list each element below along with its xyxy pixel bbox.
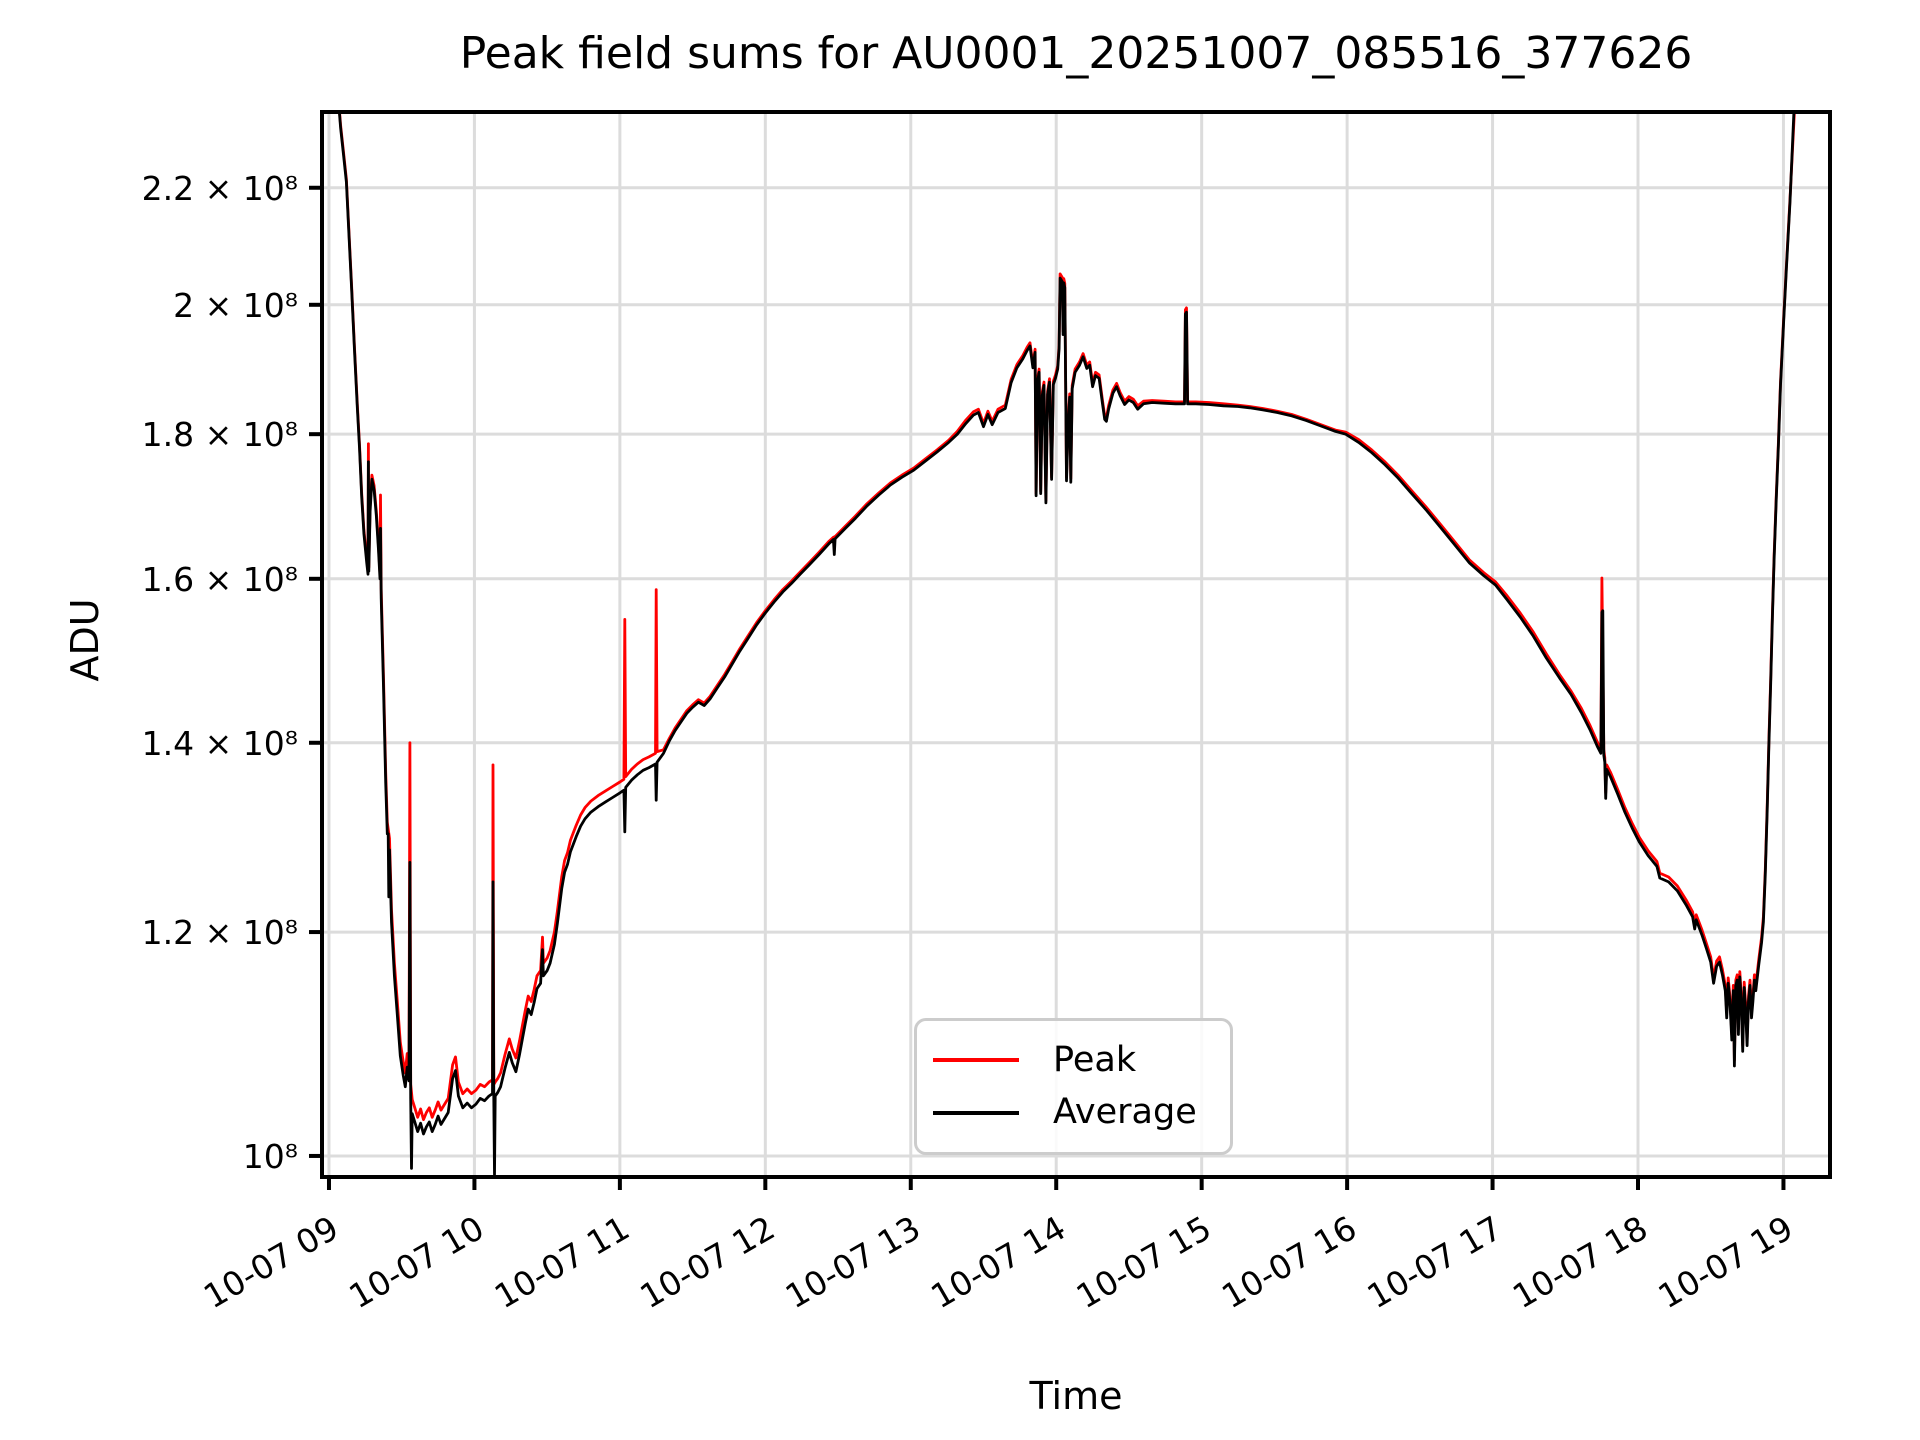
chart-title: Peak field sums for AU0001_20251007_0855…: [459, 28, 1693, 79]
y-tick-label: 1.6 × 10⁸: [142, 560, 298, 599]
x-tick-label: 10-07 09: [197, 1208, 345, 1316]
legend-label: Peak: [1053, 1039, 1137, 1080]
y-axis-label: ADU: [63, 598, 107, 682]
legend-line-sample: [933, 1058, 1019, 1063]
x-tick-label: 10-07 14: [924, 1208, 1072, 1316]
legend-entry-average: Average: [917, 1095, 1230, 1130]
y-tick-label: 2.2 × 10⁸: [142, 169, 298, 208]
y-tick-label: 1.4 × 10⁸: [142, 724, 298, 763]
gridlines: [322, 112, 1830, 1177]
y-tick-label: 10⁸: [243, 1137, 298, 1176]
y-tick-label: 1.8 × 10⁸: [142, 415, 298, 454]
legend: Peak Average: [914, 1018, 1233, 1155]
x-tick-label: 10-07 10: [342, 1208, 490, 1316]
x-tick-label: 10-07 17: [1361, 1208, 1509, 1316]
x-tick-label: 10-07 16: [1215, 1208, 1363, 1316]
data-series: [337, 112, 1796, 1176]
x-tick-label: 10-07 12: [633, 1208, 781, 1316]
y-tick-label: 2 × 10⁸: [173, 286, 298, 325]
x-tick-label: 10-07 18: [1506, 1208, 1654, 1316]
x-tick-label: 10-07 19: [1651, 1208, 1799, 1316]
legend-entry-peak: Peak: [917, 1039, 1230, 1080]
axes-spines-and-ticks: [309, 110, 1832, 1190]
series-line-average: [337, 112, 1796, 1176]
y-tick-label: 1.2 × 10⁸: [142, 913, 298, 952]
legend-label: Average: [1053, 1092, 1197, 1133]
legend-line-sample: [933, 1110, 1019, 1115]
series-line-peak: [338, 112, 1796, 1121]
x-axis-label: Time: [1029, 1374, 1123, 1418]
x-tick-label: 10-07 15: [1070, 1208, 1218, 1316]
x-tick-label: 10-07 11: [488, 1208, 636, 1316]
x-tick-label: 10-07 13: [779, 1208, 927, 1316]
